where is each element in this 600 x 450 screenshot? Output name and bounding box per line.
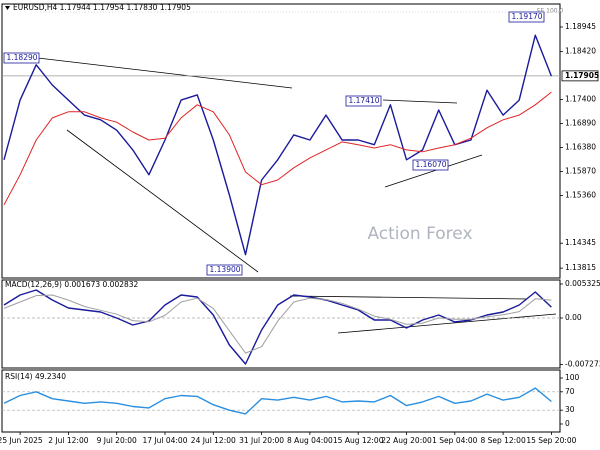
- series-line: [3, 289, 552, 365]
- level-label: 1.19170: [512, 12, 543, 21]
- y-tick-label: -0.007273: [565, 359, 600, 368]
- current-price-label: 1.17905: [565, 71, 599, 80]
- trend-line: [337, 313, 557, 334]
- x-tick-label: 8 Sep 12:00: [480, 436, 526, 445]
- y-tick-label: 0.00: [565, 313, 582, 322]
- y-tick-label: 1.16890: [565, 119, 596, 128]
- x-tick-label: 24 Jul 12:00: [191, 436, 236, 445]
- x-tick-label: 8 Aug 04:00: [287, 436, 333, 445]
- x-tick-label: 1 Sep 04:00: [432, 436, 478, 445]
- x-tick-label: 9 Jul 20:00: [97, 436, 137, 445]
- y-tick-label: 0: [565, 419, 570, 428]
- y-tick-label: 1.18420: [565, 47, 596, 56]
- series-line: [3, 91, 552, 206]
- y-tick-label: 30: [565, 405, 575, 414]
- level-box: [3, 52, 40, 64]
- level-label: 1.16070: [416, 160, 447, 169]
- trend-line: [37, 57, 293, 89]
- level-label: FE 100.0: [537, 8, 564, 15]
- price-panel: [1, 3, 561, 279]
- y-tick-label: 1.15360: [565, 191, 596, 200]
- level-label: 1.13900: [210, 265, 241, 274]
- level-box: [206, 264, 243, 276]
- x-tick-label: 2 Jul 12:00: [48, 436, 88, 445]
- macd-panel: [1, 279, 561, 369]
- trend-line: [66, 129, 259, 273]
- x-tick-label: 15 Sep 20:00: [526, 436, 576, 445]
- title-icon: [5, 6, 10, 10]
- x-tick-label: 25 Jun 2025: [0, 436, 43, 445]
- level-label: 1.18290: [7, 53, 38, 62]
- level-label: 1.17410: [349, 96, 380, 105]
- y-tick-label: 100: [565, 373, 580, 382]
- current-price-box: [561, 70, 599, 82]
- series-line: [3, 294, 552, 354]
- trend-line: [384, 154, 483, 188]
- x-tick-label: 17 Jul 04:00: [143, 436, 188, 445]
- level-box: [345, 95, 382, 107]
- series-line: [3, 387, 552, 415]
- y-tick-label: 0.005325: [565, 279, 600, 288]
- y-tick-label: 1.18945: [565, 22, 596, 31]
- y-tick-label: 1.17400: [565, 95, 596, 104]
- level-box: [508, 11, 545, 23]
- rsi-panel: [1, 369, 561, 433]
- trend-line: [289, 295, 528, 300]
- y-tick-label: 1.14345: [565, 238, 596, 247]
- level-box: [412, 159, 449, 171]
- rsi-title: RSI(14) 49.2340: [5, 372, 66, 381]
- watermark: Action Forex: [367, 224, 472, 244]
- price-title: EURUSD,H4 1.17944 1.17954 1.17830 1.1790…: [13, 3, 191, 12]
- y-tick-label: 1.13815: [565, 263, 596, 272]
- series-line: [3, 34, 553, 256]
- y-tick-label: 1.15870: [565, 167, 596, 176]
- x-tick-label: 31 Jul 20:00: [239, 436, 284, 445]
- x-tick-label: 22 Aug 20:00: [381, 436, 432, 445]
- x-tick-label: 15 Aug 12:00: [333, 436, 384, 445]
- trend-line: [382, 99, 458, 104]
- y-tick-label: 1.16380: [565, 143, 596, 152]
- macd-title: MACD(12,26,9) 0.001673 0.002832: [5, 280, 139, 289]
- y-tick-label: 70: [565, 387, 575, 396]
